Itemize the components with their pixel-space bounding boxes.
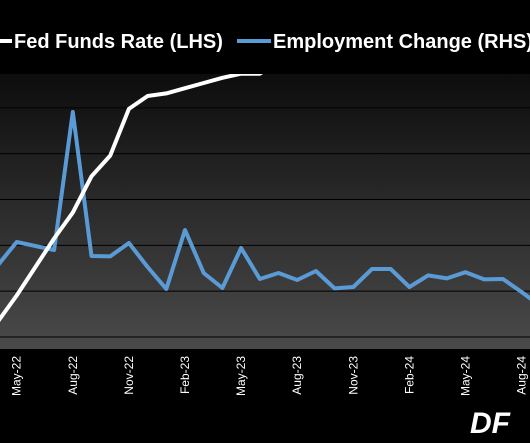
legend-label-fed-funds: Fed Funds Rate (LHS): [14, 31, 223, 53]
plot-area: [0, 74, 530, 349]
x-axis-tick-labels: May-22 Aug-22 Nov-22 Feb-23 May-23 Aug-23 Nov-…: [10, 356, 529, 396]
series-layer: [0, 74, 530, 323]
legend: Fed Funds Rate (LHS) Employment Change (…: [0, 31, 530, 53]
x-tick-label: May-23: [234, 356, 248, 396]
employment-change-line: [0, 110, 530, 301]
x-tick-label: Nov-23: [346, 356, 360, 395]
x-tick-label: Aug-24: [515, 356, 529, 395]
fed-funds-rate-line: [0, 74, 264, 323]
x-tick-label: Nov-22: [122, 356, 136, 395]
x-tick-label: Aug-23: [290, 356, 304, 395]
x-tick-label: Aug-22: [66, 356, 80, 395]
x-tick-label: May-22: [10, 356, 24, 396]
x-tick-label: Feb-23: [178, 356, 192, 394]
x-tick-label: May-24: [459, 356, 473, 396]
legend-label-employment: Employment Change (RHS): [273, 31, 530, 53]
logo-text: DF: [470, 407, 511, 440]
x-tick-label: Feb-24: [402, 356, 416, 394]
df-logo: DF: [470, 407, 511, 440]
